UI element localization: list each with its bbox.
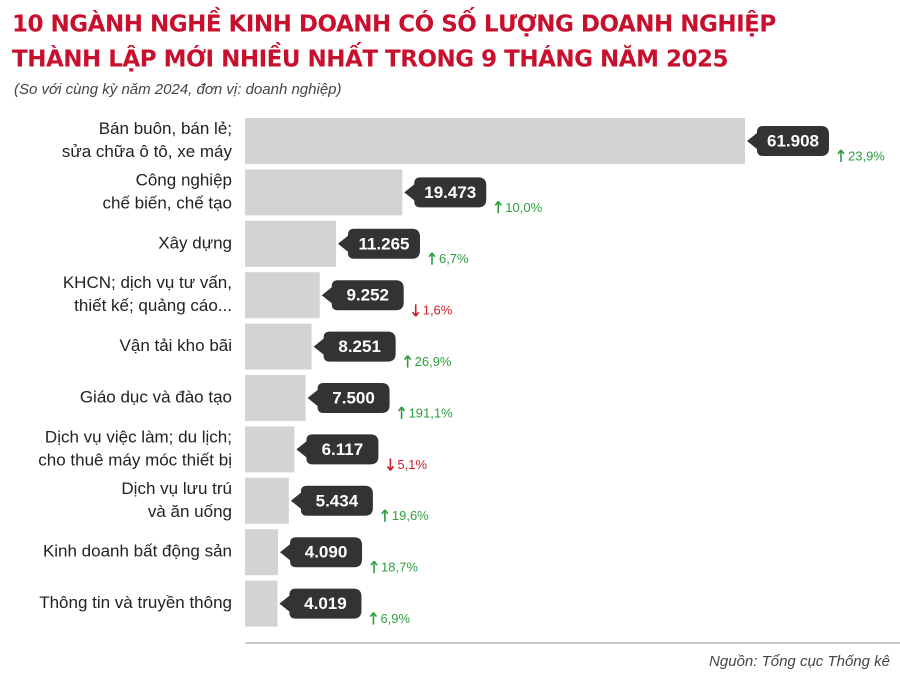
value-label: 9.252 [346,286,389,305]
value-badge [307,383,390,413]
value-label: 4.090 [305,543,348,562]
change-label: 1,6% [423,303,453,318]
value-badge [280,537,363,568]
value-badge [313,331,396,362]
category-label: Dịch vụ lưu trú [121,479,232,498]
category-label: Công nghiệp [136,170,232,189]
change-label: 19,6% [392,508,429,523]
change-arrow [494,200,502,214]
value-badge [747,126,829,156]
bar [245,118,745,164]
change-arrow [381,509,389,522]
category-label: thiết kế; quảng cáo... [74,296,232,315]
value-label: 5.434 [316,491,359,510]
subtitle: (So với cùng kỳ năm 2024, đơn vị: doanh … [14,81,342,98]
bar [245,323,312,370]
bar [245,529,279,576]
bar [245,426,295,473]
category-label: Xây dựng [158,233,232,252]
value-label: 11.265 [358,234,409,253]
category-label: sửa chữa ô tô, xe máy [62,142,233,161]
category-label: Dịch vụ việc làm; du lịch; [45,427,232,446]
bar [245,220,336,267]
bar [245,375,306,421]
category-label: chế biến, chế tạo [103,193,232,212]
chart-title: 10 NGÀNH NGHỀ KINH DOANH CÓ SỐ LƯỢNG DOA… [12,7,776,38]
change-arrow [397,406,406,419]
value-badge [321,280,404,311]
value-label: 6.117 [322,440,364,459]
change-label: 23,9% [848,148,885,163]
change-arrow [386,458,395,471]
bar [245,580,278,627]
value-label: 19.473 [424,183,476,202]
category-label: Giáo dục và đào tạo [80,387,232,406]
value-badge [404,177,487,208]
value-badge [296,434,379,465]
change-arrow [369,612,378,625]
change-label: 26,9% [415,354,452,369]
value-badge [279,588,362,619]
bar [245,169,403,216]
change-arrow [370,560,378,574]
category-label: KHCN; dịch vụ tư vấn, [63,273,232,292]
category-label: Kinh doanh bất động sản [43,542,232,561]
value-label: 4.019 [304,594,347,613]
category-label: và ăn uống [148,502,232,521]
bar [245,272,320,319]
bar [245,477,289,524]
change-arrow [428,252,436,265]
category-label: Bán buôn, bán lẻ; [99,119,232,138]
change-arrow [837,149,845,162]
change-label: 10,0% [505,200,542,215]
category-label: Thông tin và truyền thông [39,593,232,612]
change-label: 191,1% [409,405,454,420]
chart-title: THÀNH LẬP MỚI NHIỀU NHẤT TRONG 9 THÁNG N… [12,42,728,73]
value-label: 7.500 [332,388,375,407]
category-label: Vận tải kho bãi [120,336,232,355]
value-label: 8.251 [338,337,381,356]
category-label: cho thuê máy móc thiết bị [38,450,232,469]
value-badge [337,228,420,259]
change-label: 5,1% [397,457,427,472]
change-label: 6,9% [380,611,410,626]
change-label: 18,7% [381,560,418,575]
value-badge [290,485,373,516]
source: Nguồn: Tổng cục Thống kê [709,653,890,670]
value-label: 61.908 [767,131,819,150]
change-arrow [412,304,420,317]
change-arrow [403,355,412,368]
change-label: 6,7% [439,251,469,266]
